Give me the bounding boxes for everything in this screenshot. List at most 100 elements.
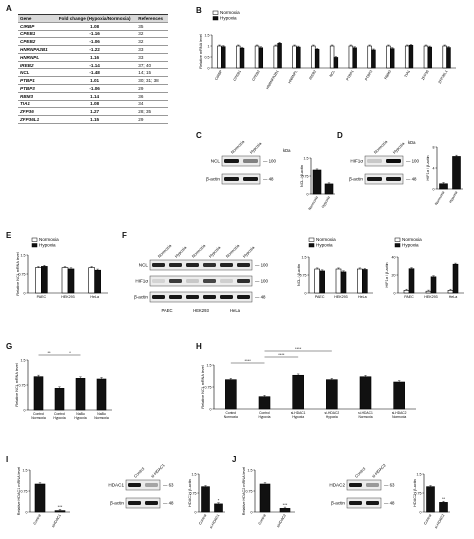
significance-label: **** xyxy=(295,346,302,351)
blot-row-label: β-actin xyxy=(331,501,345,506)
category-label: Control Hypoxia xyxy=(53,412,65,420)
category-label: PAEC xyxy=(404,295,414,299)
y-tick-label: 1.5 xyxy=(21,358,26,362)
blot-band xyxy=(349,483,362,487)
category-label: Control Normoxia xyxy=(31,412,46,420)
category-label-part: NaBu xyxy=(76,412,85,416)
bar xyxy=(217,45,222,69)
reference-cell: 32 xyxy=(136,37,168,47)
category-label: HNRNPL xyxy=(287,70,298,85)
chart-c: 0 0.75 1.5 NCL / β-actin Normoxia Hypoxia xyxy=(300,156,335,211)
table-row: NCL -1.48 14; 15 xyxy=(18,68,168,78)
category-label: CPEB1 xyxy=(233,70,242,82)
blot-lane-label: Hypoxia xyxy=(392,140,406,154)
panel-label-e: E xyxy=(6,231,12,240)
bar xyxy=(54,388,65,411)
legend-label-normoxia: Normoxia xyxy=(220,10,240,15)
blot-strip xyxy=(346,479,382,491)
blot-band xyxy=(169,295,182,299)
blot-band xyxy=(186,279,199,283)
blot-strip xyxy=(364,155,404,167)
bar xyxy=(427,46,432,69)
panel-label-d: D xyxy=(337,131,343,140)
bar xyxy=(442,45,447,69)
y-axis-label: Relative HDAC2 mRNA level xyxy=(242,467,246,516)
blot-band xyxy=(220,263,233,267)
reference-cell: 29 xyxy=(136,115,168,124)
bar xyxy=(324,183,334,195)
reference-cell: 30; 31; 38 xyxy=(136,76,168,86)
blot-strip xyxy=(149,259,253,271)
bar xyxy=(357,268,363,294)
y-tick-label: 1.5 xyxy=(192,472,197,476)
table-row: HNRNPL 1.16 33 xyxy=(18,53,168,62)
blot-lane-label: si-HDAC1 xyxy=(150,462,167,479)
category-label: Normoxia xyxy=(308,196,319,211)
table-row: PTBP3 -1.06 29 xyxy=(18,84,168,93)
western-blot-i: Control si-HDAC1 HDAC1 — 63 β-actin — 48 xyxy=(108,462,174,509)
y-tick-label: 0.75 xyxy=(205,385,212,389)
blot-kda-label: — 100 xyxy=(255,263,268,268)
bar xyxy=(452,263,459,294)
y-tick-label: 0.75 xyxy=(300,273,307,277)
category-label-part: si-HDAC1 xyxy=(358,411,373,415)
bar xyxy=(430,276,437,294)
legend-label-normoxia: Normoxia xyxy=(316,237,336,242)
reference-cell: 32 xyxy=(136,30,168,39)
bar xyxy=(439,502,448,513)
gene-cell: CPEB2 xyxy=(18,37,53,47)
panel-label-f: F xyxy=(122,231,127,240)
table-row: CPEB2 -1.06 32 xyxy=(18,37,168,47)
significance-label: ** xyxy=(47,350,51,355)
fold-change-cell: 1.08 xyxy=(52,100,137,109)
bar xyxy=(359,376,372,410)
blot-lane-label: Control xyxy=(354,466,367,479)
y-tick-label: 1.5 xyxy=(248,468,253,472)
bar xyxy=(335,268,342,294)
y-tick-label: 0 xyxy=(394,291,396,295)
legend-label-hypoxia: Hypoxia xyxy=(39,243,56,248)
bar xyxy=(258,396,271,410)
bar xyxy=(408,45,414,69)
blot-row-label: HDAC2 xyxy=(329,483,345,488)
blot-lane-label: Normoxia xyxy=(373,139,389,155)
category-label: Normoxia xyxy=(434,191,445,206)
bar xyxy=(96,378,107,411)
blot-band xyxy=(349,501,362,505)
category-label-part: Normoxia xyxy=(392,415,406,419)
blot-band xyxy=(367,177,382,181)
category-label: NaBu Hypoxia xyxy=(74,412,86,420)
category-label: siHDAC2 xyxy=(276,514,287,529)
blot-band xyxy=(152,263,165,267)
table-row: RBM3 1.14 36 xyxy=(18,92,168,101)
gene-cell: CIRBP xyxy=(18,22,53,31)
blot-kda-label: — 48 xyxy=(406,177,417,182)
y-axis-label: Relative NCL mRNA level xyxy=(201,365,205,408)
blot-lane-label: Hypoxia xyxy=(208,244,222,258)
blot-band xyxy=(128,501,141,505)
bar xyxy=(367,45,372,69)
table-row: IREB2 -1.14 37; 40 xyxy=(18,61,168,70)
fold-change-cell: 1.08 xyxy=(52,22,137,31)
category-label-part: Hypoxia xyxy=(326,415,338,419)
blot-band xyxy=(224,177,239,181)
category-label: si-HDAC2 xyxy=(434,514,445,530)
bar xyxy=(35,267,42,294)
bar xyxy=(362,269,368,294)
fold-change-cell: -1.14 xyxy=(52,61,137,70)
legend-swatch-normoxia xyxy=(212,10,219,15)
chart-f1: 0 0.75 1.5 NCL / β-actin PAEC HEK293 HeLa xyxy=(297,255,373,299)
y-axis-label: Relative NCL mRNA level xyxy=(16,252,20,295)
blot-lane-label: Hypoxia xyxy=(242,244,256,258)
bar xyxy=(404,45,410,69)
gene-cell: HNRNPA2B1 xyxy=(18,45,53,54)
gene-cell: IREB2 xyxy=(18,61,53,70)
category-label: si-HDAC1 Hypoxia xyxy=(291,411,306,419)
bar xyxy=(296,46,301,69)
bar xyxy=(311,45,316,69)
